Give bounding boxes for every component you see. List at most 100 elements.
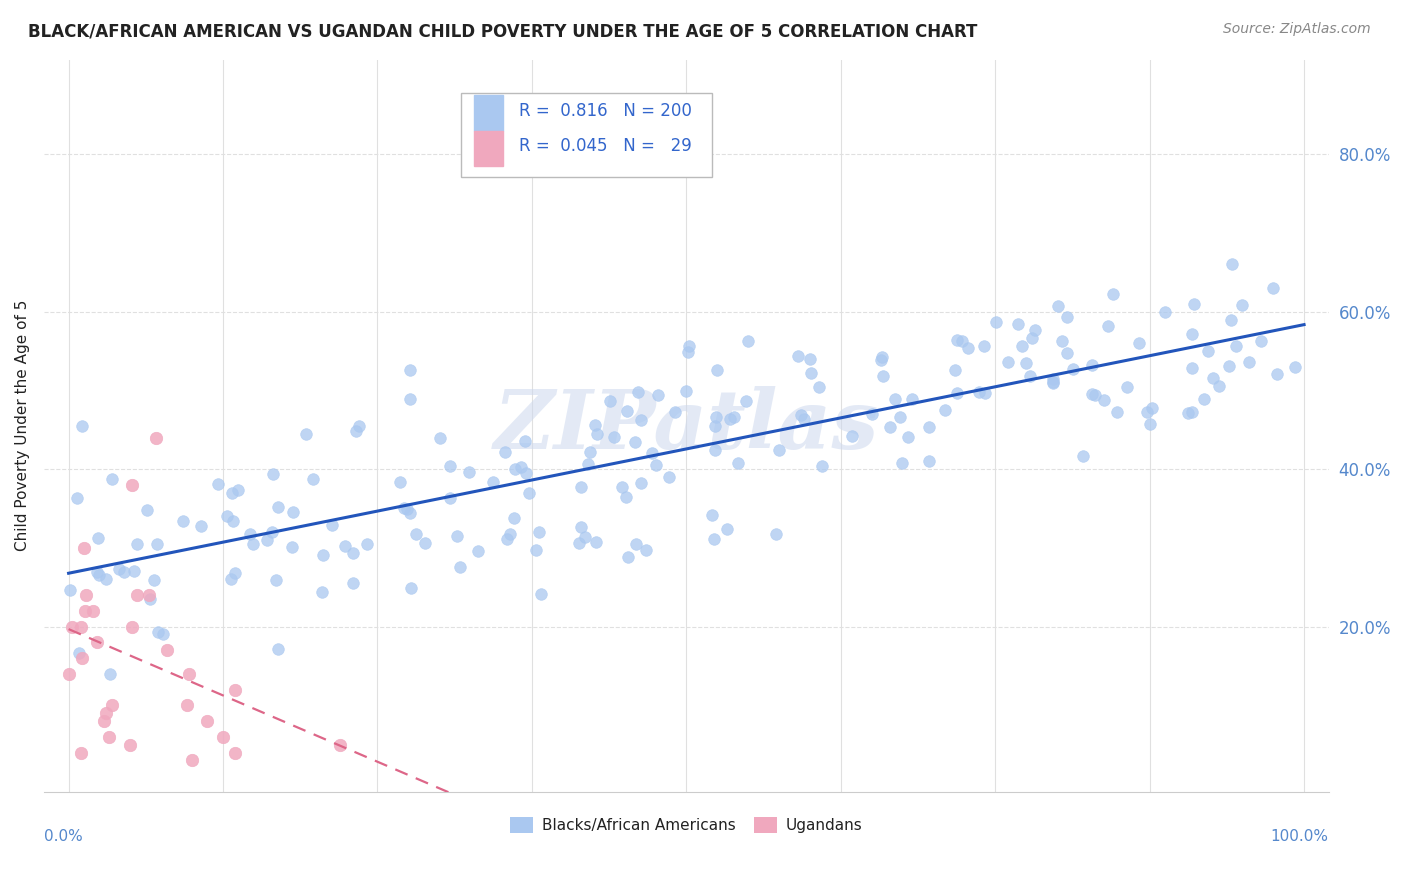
- Point: [121, 619, 143, 633]
- Point: [1024, 323, 1046, 337]
- Point: [139, 591, 162, 606]
- Point: [1153, 304, 1175, 318]
- Point: [207, 476, 229, 491]
- Point: [984, 315, 1007, 329]
- Point: [678, 339, 700, 353]
- Point: [321, 517, 343, 532]
- Point: [808, 380, 831, 394]
- Point: [399, 506, 422, 520]
- Point: [494, 445, 516, 459]
- Point: [585, 417, 607, 432]
- Point: [262, 467, 284, 481]
- Point: [136, 503, 159, 517]
- Point: [585, 535, 607, 549]
- Point: [716, 522, 738, 536]
- Point: [392, 501, 415, 516]
- Point: [70, 418, 93, 433]
- Point: [335, 539, 357, 553]
- Point: [82, 604, 104, 618]
- Point: [389, 475, 412, 489]
- Point: [1140, 401, 1163, 415]
- Point: [706, 363, 728, 377]
- Point: [329, 738, 352, 752]
- Text: R =  0.816   N = 200: R = 0.816 N = 200: [519, 102, 692, 120]
- Point: [879, 420, 901, 434]
- Point: [943, 363, 966, 377]
- Point: [224, 682, 246, 697]
- Point: [1263, 281, 1285, 295]
- Point: [1208, 379, 1230, 393]
- Point: [429, 431, 451, 445]
- Point: [1021, 331, 1043, 345]
- Point: [946, 386, 969, 401]
- Point: [723, 409, 745, 424]
- Point: [222, 514, 245, 528]
- Point: [152, 627, 174, 641]
- Point: [70, 619, 93, 633]
- Point: [75, 604, 97, 618]
- Y-axis label: Child Poverty Under the Age of 5: Child Poverty Under the Age of 5: [15, 300, 30, 551]
- Point: [1139, 417, 1161, 431]
- Point: [224, 566, 246, 581]
- Point: [703, 443, 725, 458]
- Point: [75, 588, 97, 602]
- FancyBboxPatch shape: [461, 93, 711, 177]
- Point: [125, 588, 148, 602]
- Point: [1071, 449, 1094, 463]
- Point: [67, 646, 90, 660]
- Point: [120, 738, 142, 752]
- Point: [967, 385, 990, 400]
- Point: [224, 746, 246, 760]
- Point: [1265, 367, 1288, 381]
- Point: [405, 526, 427, 541]
- Point: [517, 486, 540, 500]
- Point: [1202, 371, 1225, 385]
- Point: [262, 524, 284, 539]
- Point: [869, 352, 891, 367]
- Point: [342, 576, 364, 591]
- Point: [569, 480, 592, 494]
- Point: [256, 533, 278, 548]
- Point: [810, 458, 832, 473]
- Point: [138, 588, 160, 602]
- Point: [1056, 345, 1078, 359]
- Point: [1019, 368, 1042, 383]
- Point: [1042, 376, 1064, 391]
- Point: [356, 537, 378, 551]
- Point: [344, 424, 367, 438]
- Point: [641, 446, 664, 460]
- Text: R =  0.045   N =   29: R = 0.045 N = 29: [519, 137, 692, 155]
- Point: [399, 581, 422, 595]
- FancyBboxPatch shape: [474, 95, 502, 130]
- Point: [664, 405, 686, 419]
- Point: [891, 456, 914, 470]
- Point: [703, 532, 725, 546]
- FancyBboxPatch shape: [474, 130, 502, 166]
- Point: [1062, 362, 1084, 376]
- Point: [952, 334, 974, 348]
- Point: [1181, 405, 1204, 419]
- Point: [1011, 339, 1033, 353]
- Point: [1182, 297, 1205, 311]
- Point: [889, 409, 911, 424]
- Text: 0.0%: 0.0%: [44, 829, 83, 844]
- Point: [1218, 359, 1240, 373]
- Point: [280, 540, 302, 554]
- Point: [59, 582, 82, 597]
- Point: [101, 698, 124, 713]
- Point: [1105, 405, 1128, 419]
- Point: [946, 333, 969, 347]
- Point: [718, 411, 741, 425]
- Point: [1015, 356, 1038, 370]
- Point: [266, 500, 288, 515]
- Point: [1181, 326, 1204, 341]
- Point: [918, 454, 941, 468]
- Point: [219, 572, 242, 586]
- Point: [647, 388, 669, 402]
- Point: [568, 536, 591, 550]
- Point: [1237, 355, 1260, 369]
- Point: [1102, 287, 1125, 301]
- Point: [399, 362, 422, 376]
- Point: [449, 560, 471, 574]
- Point: [1220, 257, 1243, 271]
